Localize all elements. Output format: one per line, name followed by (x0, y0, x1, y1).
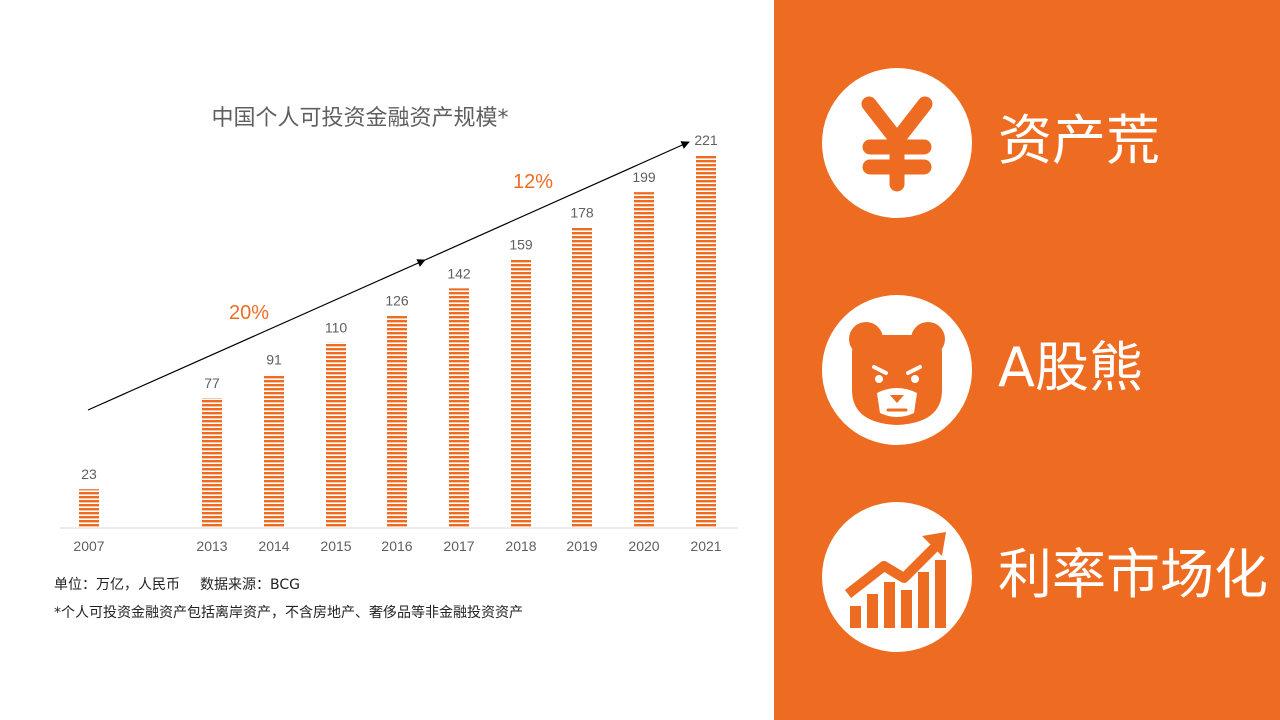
source-note: 数据来源：BCG (200, 577, 300, 593)
data-label-2014: 91 (266, 351, 282, 367)
bear-icon (849, 322, 945, 425)
data-label-2013: 77 (204, 375, 220, 391)
x-tick-label-2017: 2017 (443, 538, 474, 554)
x-tick-label-2007: 2007 (73, 538, 104, 554)
rising-chart-icon (844, 532, 946, 628)
feature-panel: 资产荒 A股熊 (774, 0, 1280, 720)
bar-2014 (264, 374, 284, 528)
bar-2019 (572, 227, 592, 529)
chart-panel: 23 2007 77 2013 91 2014 110 2015 126 2016 142 2017 1… (54, 106, 738, 621)
feature-circle (822, 68, 972, 218)
bar-2018 (511, 259, 531, 528)
unit-note: 单位：万亿，人民币 (54, 577, 180, 593)
x-tick-label-2018: 2018 (505, 538, 536, 554)
data-label-2016: 126 (385, 292, 409, 308)
feature-circle (822, 502, 972, 652)
x-tick-label-2020: 2020 (628, 538, 659, 554)
bar-2021 (696, 155, 716, 528)
feature-rate-liberalization: 利率市场化 (822, 502, 1272, 652)
data-label-2021: 221 (694, 132, 718, 148)
data-label-2007: 23 (81, 466, 97, 482)
data-label-2017: 142 (447, 265, 471, 281)
feature-circle (822, 295, 972, 445)
footnote: *个人可投资金融资产包括离岸资产，不含房地产、奢侈品等非金融投资资产 (54, 605, 523, 621)
feature-label: A股熊 (998, 336, 1143, 399)
growth-annotation-12: 12% (513, 171, 553, 193)
bar-2020 (634, 192, 654, 528)
trend-arrow-line-2 (424, 141, 690, 261)
feature-label: 资产荒 (998, 109, 1160, 172)
bar-2007 (79, 489, 99, 528)
chart-title: 中国个人可投资金融资产规模* (211, 106, 509, 131)
data-label-2015: 110 (325, 319, 348, 335)
trend-arrow-line (87, 259, 426, 411)
yen-icon (861, 96, 933, 192)
data-label-2018: 159 (509, 237, 533, 253)
bar-2017 (449, 288, 469, 528)
data-label-2019: 178 (570, 205, 594, 221)
unit-source-note: 单位：万亿，人民币 数据来源：BCG (54, 574, 300, 594)
x-tick-label-2016: 2016 (381, 538, 412, 554)
feature-a-share-bear: A股熊 (822, 295, 1272, 445)
x-tick-label-2013: 2013 (196, 538, 227, 554)
bar-2015 (326, 342, 346, 528)
data-label-2020: 199 (632, 169, 656, 185)
feature-asset-shortage: 资产荒 (822, 68, 1272, 218)
feature-label: 利率市场化 (998, 543, 1268, 606)
x-tick-label-2015: 2015 (320, 538, 351, 554)
x-tick-label-2021: 2021 (690, 538, 721, 554)
bar-chart: 23 2007 77 2013 91 2014 110 2015 126 2016 142 2017 1… (60, 132, 738, 554)
x-tick-label-2014: 2014 (258, 538, 289, 554)
bar-2016 (387, 315, 407, 528)
bar-2013 (202, 398, 222, 528)
growth-annotation-20: 20% (229, 302, 269, 324)
x-tick-label-2019: 2019 (566, 538, 597, 554)
